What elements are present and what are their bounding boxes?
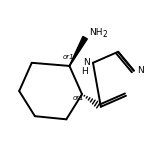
Text: or1: or1 <box>73 95 84 101</box>
Text: N: N <box>137 66 144 75</box>
Text: or1: or1 <box>63 54 75 60</box>
Text: 2: 2 <box>102 30 107 39</box>
Text: H: H <box>81 67 88 76</box>
Text: NH: NH <box>89 28 102 37</box>
Polygon shape <box>69 36 87 66</box>
Text: N: N <box>83 58 90 67</box>
